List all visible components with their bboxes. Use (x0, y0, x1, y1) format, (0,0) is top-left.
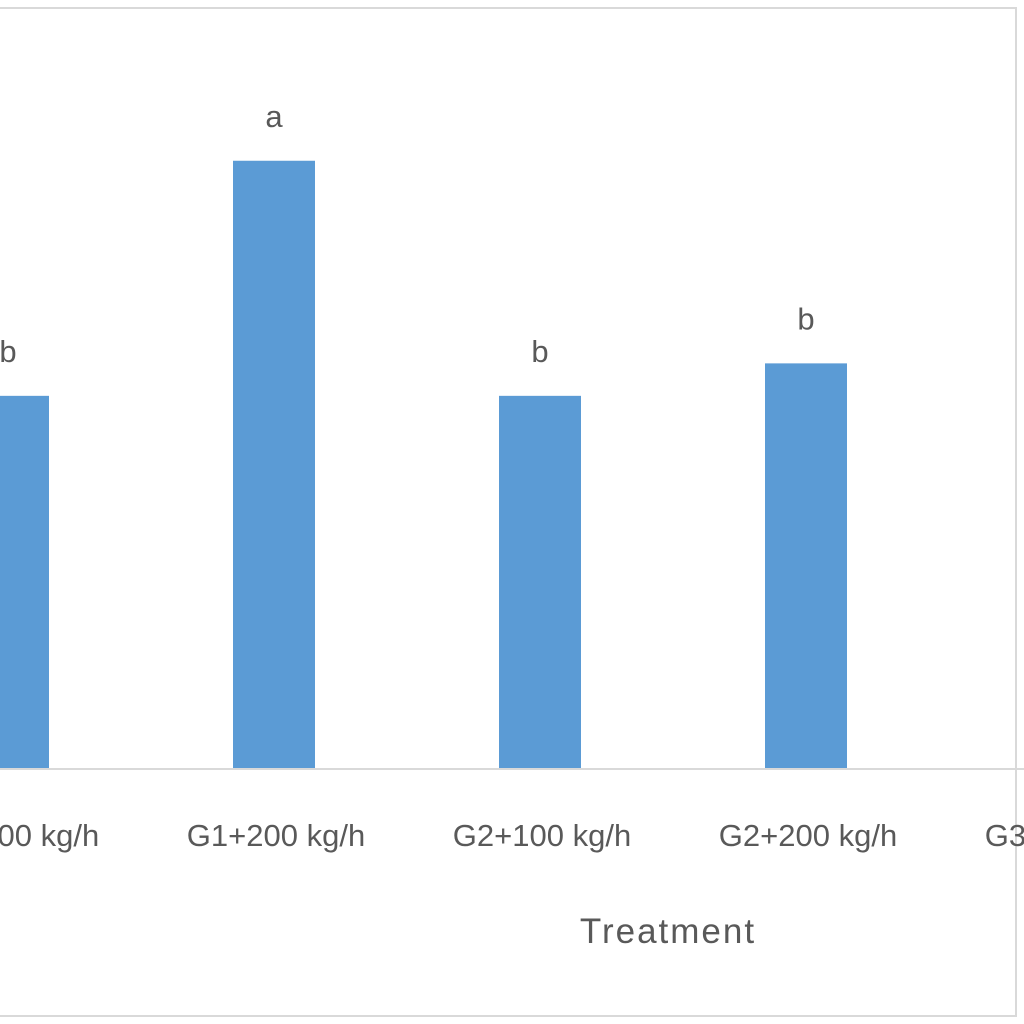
bar-1 (0, 395, 49, 769)
bar-significance-label-3: b (531, 334, 548, 369)
chart-border (0, 7, 1017, 1017)
x-tick-label-4: G2+200 kg/h (719, 818, 897, 853)
bar-2 (233, 160, 315, 769)
x-tick-label-2: G1+200 kg/h (187, 818, 365, 853)
x-axis-title: Treatment (580, 912, 756, 951)
bar-significance-label-1: b (0, 334, 17, 369)
x-tick-label-3: G2+100 kg/h (453, 818, 631, 853)
x-tick-label-1: G1+100 kg/h (0, 818, 99, 853)
bar-significance-label-2: a (265, 99, 283, 134)
bar-4 (765, 363, 847, 769)
bar-significance-label-4: b (797, 301, 814, 336)
x-tick-label-5: G3+100 kg/h (985, 818, 1024, 853)
bars-layer (0, 160, 847, 769)
bar-3 (499, 395, 581, 769)
labels-layer: b G1+100 kg/h a G1+200 kg/h b G2+100 kg/h b G2+… (0, 99, 1024, 853)
